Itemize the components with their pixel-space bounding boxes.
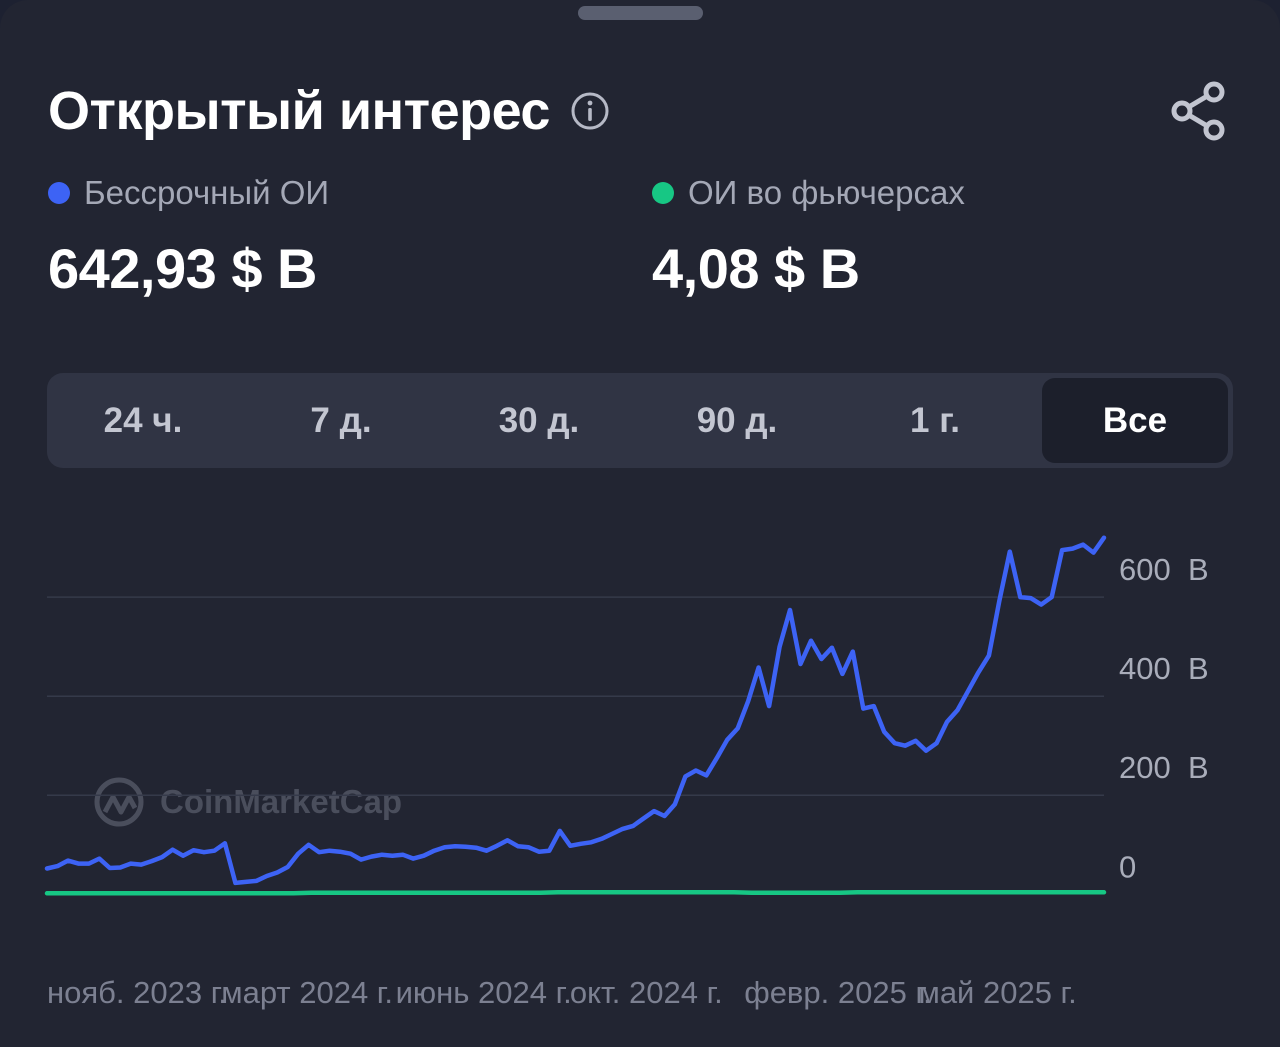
page-title: Открытый интерес (48, 81, 550, 141)
range-90d-button[interactable]: 90 д. (696, 400, 778, 440)
x-tick-label: июнь 2024 г. (395, 975, 572, 1010)
futures-oi-label: ОИ во фьючерсах (688, 174, 965, 211)
x-tick-label: февр. 2025 г. (744, 975, 932, 1010)
range-7d-button[interactable]: 7 д. (310, 400, 372, 440)
y-tick-label: 0 (1119, 849, 1136, 884)
x-axis-labels: нояб. 2023 г. март 2024 г. июнь 2024 г. окт… (0, 975, 1280, 1021)
x-tick-label: окт. 2024 г. (569, 975, 723, 1010)
futures-oi-metric: ОИ во фьючерсах 4,08 $ B (652, 168, 965, 301)
time-range-selector: 24 ч. 7 д. 30 д. 90 д. 1 г. Все (47, 373, 1233, 468)
watermark: CoinMarketCap (94, 777, 402, 827)
range-all-button[interactable]: Все (1042, 378, 1228, 463)
y-tick-label: 200 B (1119, 750, 1209, 785)
x-tick-label: май 2025 г. (918, 975, 1077, 1010)
perpetual-oi-value: 642,93 $ B (48, 237, 317, 300)
y-tick-label: 400 B (1119, 651, 1209, 686)
range-1y-button[interactable]: 1 г. (910, 400, 960, 440)
header: Открытый интерес (48, 78, 610, 144)
futures-oi-value: 4,08 $ B (652, 237, 860, 300)
y-tick-label: 600 B (1119, 552, 1209, 587)
futures-legend-dot (652, 182, 674, 204)
watermark-text: CoinMarketCap (160, 783, 402, 820)
perpetual-oi-label: Бессрочный ОИ (84, 174, 330, 211)
perpetual-oi-metric: Бессрочный ОИ 642,93 $ B (48, 168, 329, 301)
info-icon[interactable] (570, 91, 610, 131)
range-30d-button[interactable]: 30 д. (498, 400, 580, 440)
sheet-drag-handle[interactable] (578, 6, 703, 20)
share-icon[interactable] (1168, 80, 1228, 142)
series-line (44, 890, 1107, 896)
open-interest-chart[interactable]: CoinMarketCap 0 200 B 400 B 600 B (0, 480, 1280, 950)
x-tick-label: нояб. 2023 г. (47, 975, 227, 1010)
series-line (44, 535, 1107, 886)
range-24h-button[interactable]: 24 ч. (103, 400, 183, 440)
x-tick-label: март 2024 г. (221, 975, 393, 1010)
perpetual-legend-dot (48, 182, 70, 204)
